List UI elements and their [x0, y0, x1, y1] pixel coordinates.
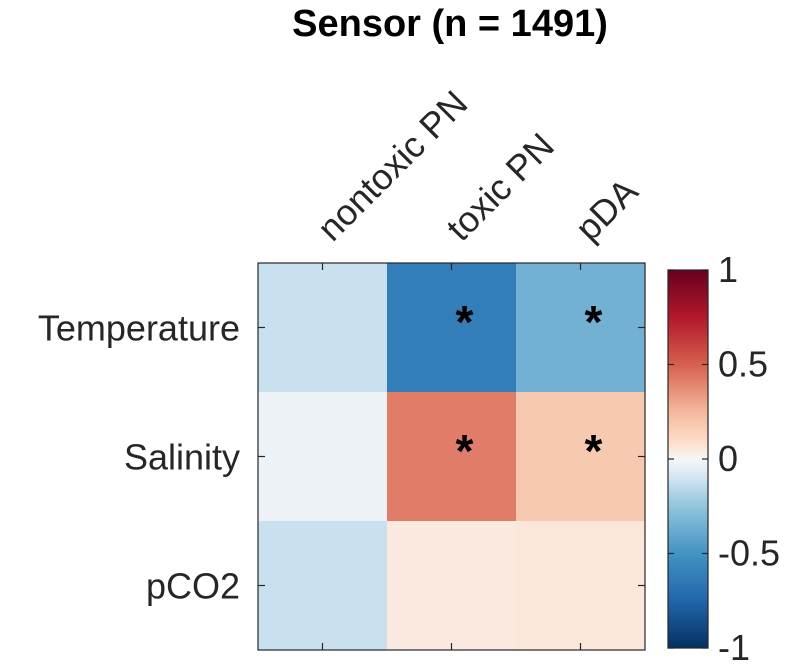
heatmap-cells [258, 263, 645, 650]
row-labels: Temperature Salinity pCO2 [38, 308, 240, 607]
colorbar-tick-label: -0.5 [718, 533, 780, 574]
significance-star: * [584, 296, 602, 348]
colorbar-tick-label: 1 [718, 249, 738, 290]
colorbar: 1 0.5 0 -0.5 -1 [667, 249, 780, 665]
column-label: toxic PN [438, 125, 562, 249]
colorbar-tick-label: 0.5 [718, 344, 768, 385]
heatmap-cell [516, 521, 645, 650]
heatmap-cell [387, 521, 516, 650]
row-label: Temperature [38, 308, 240, 349]
heatmap-cell [387, 263, 516, 392]
row-label: pCO2 [146, 566, 240, 607]
heatmap-cell [516, 263, 645, 392]
heatmap-cell [516, 392, 645, 521]
colorbar-tick-label: -1 [718, 627, 750, 665]
significance-star: * [584, 425, 602, 477]
column-label: pDA [567, 170, 646, 249]
significance-markers: * * * * [455, 296, 602, 477]
heatmap-cell [258, 263, 387, 392]
significance-star: * [455, 425, 473, 477]
heatmap-cell [258, 521, 387, 650]
row-label: Salinity [124, 437, 240, 478]
heatmap-cell [258, 392, 387, 521]
colorbar-tick-label: 0 [718, 438, 738, 479]
heatmap-cell [387, 392, 516, 521]
chart-title: Sensor (n = 1491) [292, 3, 608, 45]
significance-star: * [455, 296, 473, 348]
colorbar-gradient [667, 269, 709, 649]
heatmap-axes [257, 262, 646, 651]
